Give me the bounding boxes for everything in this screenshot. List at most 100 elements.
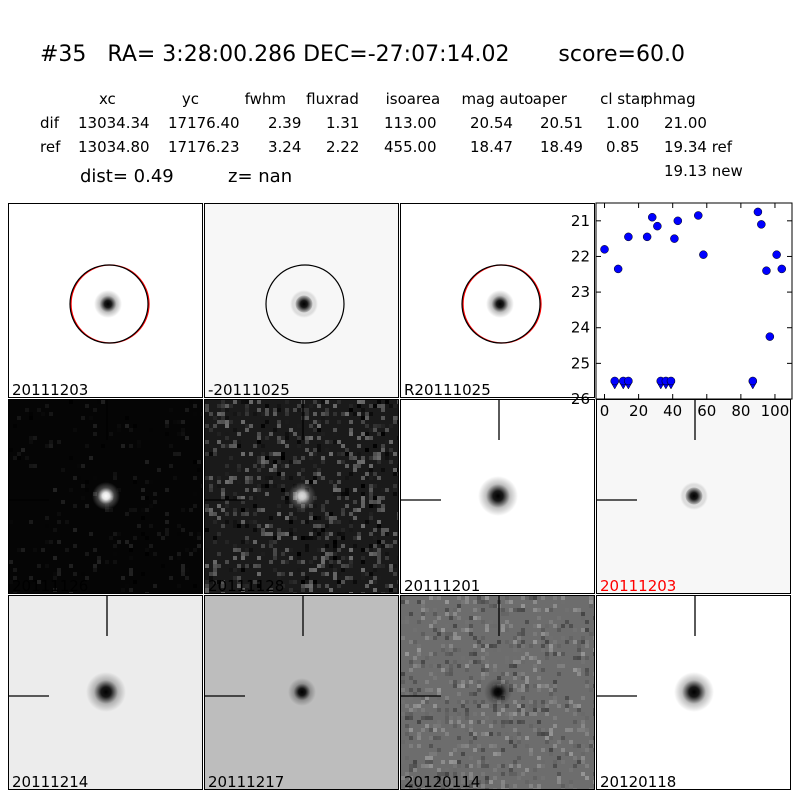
stamp-image (401, 204, 594, 397)
y-tick-label: 25 (571, 354, 590, 372)
stamp-panel: 20111126 (8, 399, 203, 594)
table-cell: 13034.34 (78, 114, 150, 132)
stamp-date-label: 20111217 (208, 773, 285, 790)
stamp-panel: 20111214 (8, 595, 203, 790)
table-cell: 455.00 (384, 138, 437, 156)
stamp-panel: 20111201 (400, 399, 595, 594)
stamp-panel: 20120118 (596, 595, 791, 790)
y-tick-label: 22 (571, 247, 590, 265)
stamp-panel: 20111217 (204, 595, 399, 790)
y-tick-label: 24 (571, 319, 590, 337)
table-cell: 17176.23 (168, 138, 240, 156)
ra-value: RA= 3:28:00.286 (107, 42, 297, 67)
stamp-date-label: 20111203 (12, 381, 89, 398)
upper-limit-point (748, 376, 758, 386)
stamp-image (9, 596, 202, 789)
detection-point (613, 264, 623, 274)
table-cell: 18.49 (540, 138, 583, 156)
table-cell: 1.00 (606, 114, 640, 132)
x-tick-label: 60 (697, 402, 716, 420)
upper-limit-point (624, 376, 633, 386)
source-blob (86, 672, 126, 712)
column-header: aper (532, 90, 567, 108)
column-header: fwhm (244, 90, 286, 108)
detection-point (647, 213, 657, 222)
candidate-id: #35 (40, 42, 87, 67)
detection-point (642, 232, 652, 242)
table-cell: 20.54 (470, 114, 513, 132)
x-tick-label: 20 (629, 402, 648, 420)
column-header: isoarea (385, 90, 441, 108)
source-blob (486, 290, 514, 318)
x-tick-label: 80 (731, 402, 750, 420)
stamp-panel: R20111025 (400, 203, 595, 398)
y-tick-label: 23 (571, 283, 590, 301)
stamp-panel: -20111025 (204, 203, 399, 398)
aperture-circle (461, 264, 541, 344)
detection-point (757, 220, 766, 229)
table-cell: 0.85 (606, 138, 640, 156)
source-blob (288, 678, 316, 706)
table-cell: 3.24 (268, 138, 302, 156)
source-blob (478, 476, 518, 516)
detection-point (699, 250, 708, 259)
detection-point (624, 232, 633, 242)
column-header: phmag (643, 90, 696, 108)
stamp-date-label: 20120114 (404, 773, 481, 790)
detection-point (670, 234, 679, 243)
score-value: score=60.0 (558, 42, 685, 67)
stamp-panel: 20111128 (204, 399, 399, 594)
detection-point (673, 216, 683, 226)
dist-value: dist= 0.49 (80, 166, 174, 187)
stamp-image (205, 596, 398, 789)
dec-value: DEC=-27:07:14.02 (303, 42, 510, 67)
source-blob (92, 482, 120, 510)
stamp-panel: 20111203 (8, 203, 203, 398)
stamp-date-label: R20111025 (404, 381, 491, 398)
lightcurve-chart: 21 22 23 24 25 26 0 20 40 60 80 100 (571, 202, 793, 420)
z-value: z= nan (228, 166, 293, 187)
candidate-title: #35 RA= 3:28:00.286 DEC=-27:07:14.02 sco… (40, 42, 685, 67)
stamp-date-label: 20120118 (600, 773, 677, 790)
detection-point (653, 221, 662, 231)
lightcurve-plot: 21 22 23 24 25 26 0 20 40 60 80 100 (571, 202, 793, 420)
table-cell: 17176.40 (168, 114, 240, 132)
stamp-date-label: 20111203 (600, 577, 677, 594)
column-header: fluxrad (306, 90, 359, 108)
stamp-image (401, 596, 594, 789)
stamp-image (9, 400, 202, 593)
detection-point (694, 211, 703, 220)
stamp-image (401, 400, 594, 593)
table-cell: 19.34 ref (664, 138, 733, 156)
table-cell: 21.00 (664, 114, 707, 132)
upper-limit-point (666, 376, 676, 386)
detection-point (600, 245, 609, 254)
detection-point (765, 332, 775, 341)
stamp-image (205, 400, 398, 593)
stamp-date-label: 20111214 (12, 773, 89, 790)
column-header: cl star (600, 90, 647, 108)
stamp-image (205, 204, 398, 397)
source-blob (484, 678, 512, 706)
plot-frame (595, 202, 793, 400)
table-cell: 113.00 (384, 114, 437, 132)
stamp-panel: 20120114 (400, 595, 595, 790)
column-header: yc (181, 90, 199, 108)
detection-point (772, 250, 781, 259)
x-tick-label: 100 (761, 402, 790, 420)
stamp-image (597, 400, 790, 593)
stamp-date-label: 20111128 (208, 577, 285, 594)
column-header: mag auto (461, 90, 534, 108)
detection-point (777, 264, 787, 274)
stamp-date-label: -20111025 (208, 381, 290, 398)
table-cell: 2.22 (326, 138, 360, 156)
table-cell: 13034.80 (78, 138, 150, 156)
x-tick-label: 0 (600, 402, 610, 420)
detection-point (753, 207, 763, 217)
column-header: xc (98, 90, 116, 108)
table-cell: 1.31 (326, 114, 360, 132)
new-mag-value: 19.13 new (664, 162, 743, 180)
row-label: dif (40, 114, 59, 132)
table-cell: 18.47 (470, 138, 513, 156)
stamp-date-label: 20111126 (12, 577, 89, 594)
